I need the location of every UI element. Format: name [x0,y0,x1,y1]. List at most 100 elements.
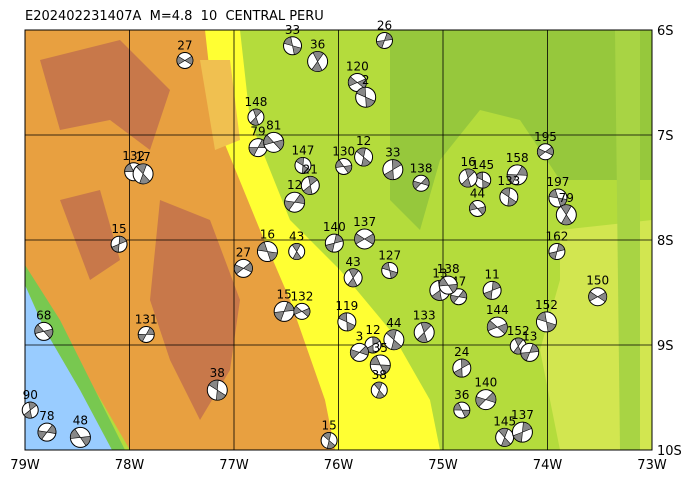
y-tick-label: 10S [657,444,682,459]
depth-label: 197 [546,175,569,189]
beachball-quadrant [335,159,353,174]
depth-label: 119 [335,299,358,313]
beachball: 144 [486,303,509,338]
beachball: 43 [288,230,306,261]
beachball: 79 [555,191,577,226]
beachball-quadrant [291,243,302,260]
beachball: 90 [21,388,39,419]
beachball-quadrant [453,358,471,378]
beachball-quadrant [453,402,471,418]
beachball: 12 [364,323,382,354]
depth-label: 44 [386,316,401,330]
x-tick-label: 78W [115,458,145,473]
depth-label: 36 [454,388,469,402]
beachball-quadrant [475,392,497,408]
beachball: 78 [37,409,57,442]
depth-label: 148 [244,95,267,109]
beachball: 44 [383,316,405,351]
beachball-quadrant [311,51,324,72]
x-tick-label: 74W [533,458,563,473]
beachball-quadrant [385,329,402,351]
depth-label: 38 [210,366,225,380]
beachball: 162 [545,230,568,261]
beachball-quadrant [469,201,486,216]
beachball-quadrant [520,343,540,362]
beachball-quadrant [500,187,517,207]
beachball: 27 [233,245,253,278]
beachball-quadrant [302,176,318,195]
beachball: 15 [320,419,338,450]
depth-label: 138 [410,161,433,175]
depth-label: 68 [36,308,51,322]
depth-label: 38 [372,368,387,382]
beachball: 138 [410,161,433,192]
y-tick-label: 7S [657,129,674,144]
depth-label: 133 [497,174,520,188]
beachball: 119 [335,299,358,332]
x-tick-label: 75W [428,458,458,473]
depth-label: 27 [177,38,192,52]
depth-label: 137 [511,408,534,422]
beachball: 38 [370,368,388,399]
beachball: 3 [349,329,369,362]
beachball-quadrant [537,146,554,158]
beachball: 36 [307,38,329,72]
beachball: 44 [468,187,486,217]
depth-label: 145 [471,158,494,172]
beachball: 120 [346,60,369,92]
beachball-quadrant [295,157,311,174]
depth-label: 162 [545,230,568,244]
depth-label: 120 [346,60,369,74]
beachball-quadrant [347,268,359,288]
depth-label: 15 [277,287,292,301]
beachball-quadrant [338,312,356,332]
depth-label: 12 [356,134,371,148]
beachball-quadrant [293,305,311,318]
beachball: 127 [378,248,401,279]
beachball-quadrant [506,165,528,185]
depth-label: 21 [303,162,318,176]
depth-label: 24 [454,345,469,359]
beachball-quadrant [234,262,253,275]
beachball: 148 [244,95,267,126]
beachball: 36 [453,388,471,419]
depth-label: 150 [586,274,609,288]
beachball: 38 [206,366,228,401]
beachball-quadrant [135,163,151,185]
beachball: 150 [586,274,609,307]
beachball-quadrant [354,233,375,245]
depth-label: 13 [522,329,537,343]
beachball-quadrant [263,134,284,151]
beachball-quadrant [23,401,38,419]
beachball: 158 [506,151,529,186]
beachball: 152 [535,298,558,333]
beachball-quadrant [487,320,508,335]
beachball-quadrant [498,428,512,447]
depth-label: 11 [484,267,499,281]
beachball: 48 [69,413,91,448]
depth-label: 79 [559,191,574,205]
beachball-quadrant [70,428,91,447]
beachball: 140 [474,376,497,411]
beachball: 16 [458,155,478,188]
depth-label: 127 [378,248,401,262]
beachball-quadrant [461,168,475,188]
depth-label: 132 [122,149,145,163]
depth-label: 144 [486,303,509,317]
y-tick-label: 9S [657,339,674,354]
beachball-quadrant [356,86,376,108]
x-tick-label: 77W [219,458,249,473]
beachball-quadrant [438,277,458,294]
depth-label: 16 [460,155,475,169]
beachball: 16 [256,228,278,263]
depth-label: 78 [39,409,54,423]
beachball-quadrant [325,234,344,253]
depth-label: 12 [365,323,380,337]
depth-label: 33 [385,146,400,160]
beachball: 197 [546,175,569,208]
depth-label: 36 [310,38,325,52]
beachball: 24 [452,345,472,378]
beachball-quadrant [512,421,533,443]
beachball-quadrant [37,424,57,440]
